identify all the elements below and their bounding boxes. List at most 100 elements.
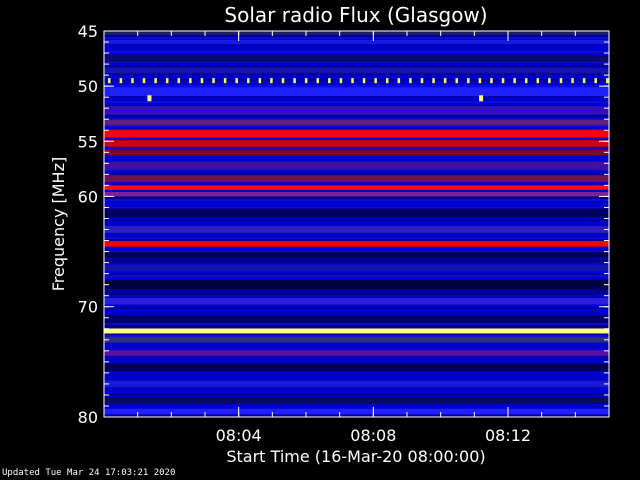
y-tick-label: 70 — [78, 298, 98, 317]
periodic-spike — [455, 78, 458, 84]
frequency-band — [104, 87, 609, 97]
y-tick-label: 80 — [78, 408, 98, 427]
periodic-spike — [281, 78, 285, 84]
noise-row — [104, 289, 609, 291]
frequency-band — [104, 337, 609, 343]
periodic-spike — [513, 78, 516, 84]
frequency-band — [104, 140, 609, 147]
frequency-band — [104, 31, 609, 35]
periodic-spike — [142, 78, 146, 84]
frequency-band — [104, 397, 609, 404]
periodic-spike — [131, 78, 134, 84]
noise-row — [104, 65, 609, 67]
frequency-band — [104, 161, 609, 170]
y-tick-label: 50 — [78, 77, 98, 96]
frequency-band — [104, 67, 609, 74]
noise-row — [104, 261, 609, 263]
noise-row — [104, 73, 609, 75]
periodic-spike — [594, 78, 597, 84]
frequency-band — [104, 185, 609, 190]
frequency-band — [104, 208, 609, 218]
noise-row — [104, 37, 609, 39]
frequency-band — [104, 363, 609, 372]
periodic-spike — [386, 78, 389, 84]
periodic-spike — [258, 78, 262, 84]
periodic-spike — [235, 78, 238, 84]
noise-row — [104, 315, 609, 317]
periodic-spike — [362, 78, 366, 84]
isolated-spike — [147, 95, 152, 102]
frequency-band — [104, 55, 609, 62]
noise-row — [104, 333, 609, 335]
noise-row — [104, 237, 609, 239]
noise-row — [104, 239, 609, 241]
periodic-spike — [478, 78, 482, 84]
periodic-spike — [582, 78, 586, 84]
periodic-spike — [223, 78, 227, 84]
noise-row — [104, 79, 609, 81]
periodic-spike — [548, 78, 551, 84]
periodic-spike — [409, 78, 412, 84]
periodic-spike — [524, 78, 528, 84]
noise-row — [104, 125, 609, 127]
noise-row — [104, 219, 609, 221]
noise-row — [104, 35, 609, 37]
chart-title: Solar radio Flux (Glasgow) — [224, 3, 487, 27]
periodic-spike — [536, 78, 540, 84]
periodic-spike — [443, 78, 447, 84]
x-axis-label: Start Time (16-Mar-20 08:00:00) — [226, 447, 485, 466]
frequency-band — [104, 226, 609, 233]
noise-row — [104, 325, 609, 327]
frequency-band — [104, 175, 609, 183]
noise-row — [104, 355, 609, 357]
y-tick-label: 60 — [78, 187, 98, 206]
frequency-band — [104, 408, 609, 415]
periodic-spike — [154, 78, 157, 84]
frequency-band — [104, 297, 609, 305]
noise-row — [104, 393, 609, 395]
noise-row — [104, 85, 609, 87]
noise-row — [104, 279, 609, 281]
x-tick-label: 08:12 — [485, 426, 531, 445]
frequency-band — [104, 149, 609, 156]
frequency-band — [104, 241, 609, 247]
periodic-spike — [212, 78, 215, 84]
periodic-spike — [119, 78, 123, 84]
periodic-spike — [432, 78, 435, 84]
axes: 45 50 55 60 70 80 08:04 08:08 08:12 — [78, 22, 610, 445]
noise-row — [104, 101, 609, 103]
x-tick-label: 08:04 — [216, 426, 262, 445]
noise-row — [104, 251, 609, 253]
noise-row — [104, 307, 609, 309]
periodic-spike — [606, 78, 609, 84]
frequency-band — [104, 350, 609, 356]
frequency-band — [104, 119, 609, 126]
periodic-spike — [177, 78, 181, 84]
periodic-spike — [351, 78, 354, 84]
noise-row — [104, 293, 609, 295]
periodic-spike — [165, 78, 169, 84]
frequency-band — [104, 192, 609, 197]
periodic-spike — [559, 78, 563, 84]
noise-row — [104, 169, 609, 171]
periodic-spike — [397, 78, 401, 84]
frequency-band — [104, 252, 609, 258]
periodic-spike — [247, 78, 250, 84]
noise-row — [104, 327, 609, 329]
periodic-spike — [328, 78, 331, 84]
periodic-spike — [108, 78, 111, 84]
noise-row — [104, 335, 609, 337]
noise-row — [104, 291, 609, 293]
periodic-spike — [316, 78, 320, 84]
frequency-band — [104, 380, 609, 388]
y-tick-label: 45 — [78, 22, 98, 41]
periodic-spike — [293, 78, 296, 84]
noise-row — [104, 257, 609, 259]
periodic-spike — [374, 78, 377, 84]
update-timestamp: Updated Tue Mar 24 17:03:21 2020 — [2, 468, 176, 478]
periodic-spike — [339, 78, 343, 84]
noise-row — [104, 199, 609, 201]
frequency-band — [104, 264, 609, 272]
periodic-spike — [420, 78, 424, 84]
